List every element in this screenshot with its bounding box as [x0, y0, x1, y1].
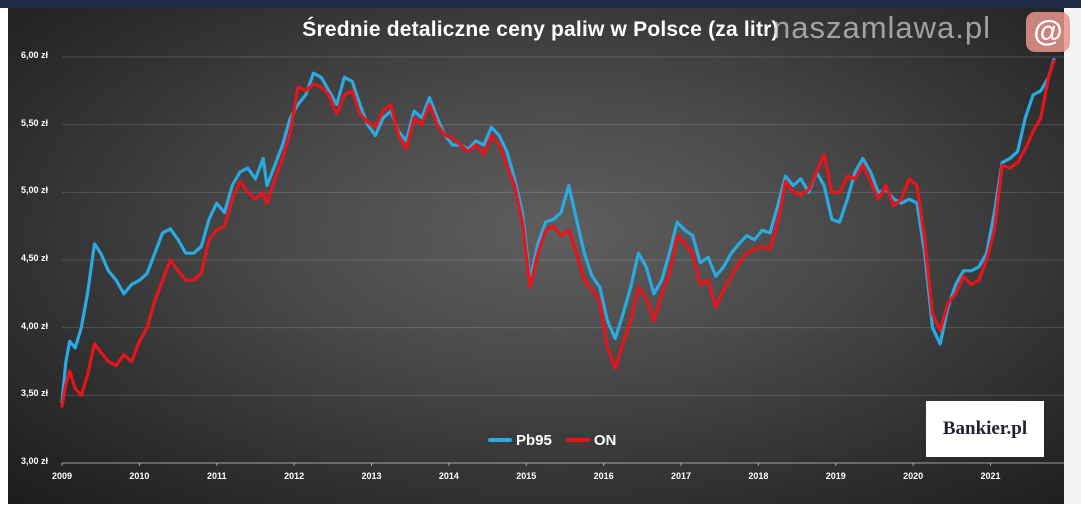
y-tick-label: 4,50 zł [21, 253, 49, 263]
y-tick-label: 4,00 zł [21, 320, 49, 331]
x-tick-label: 2009 [51, 471, 73, 481]
watermark-at-icon: @ [1026, 12, 1070, 52]
series-line-on [60, 59, 1056, 408]
chart-title: Średnie detaliczne ceny paliw w Polsce (… [302, 18, 779, 41]
x-tick-label: 2021 [980, 471, 1001, 481]
legend-swatch-pb95 [488, 438, 512, 442]
x-tick-label: 2010 [129, 471, 150, 481]
y-tick-label: 6,00 zł [21, 50, 49, 60]
legend-item-pb95: Pb95 [488, 432, 552, 449]
x-tick-label: 2015 [516, 471, 537, 481]
y-tick-label: 5,00 zł [21, 185, 49, 196]
x-tick-label: 2013 [361, 471, 382, 481]
y-tick-label: 3,50 zł [21, 388, 49, 399]
legend-item-on: ON [565, 431, 617, 449]
watermark-text: naszamlawa.pl [773, 10, 992, 45]
legend-label-on: ON [593, 431, 617, 449]
x-tick-label: 2014 [438, 471, 459, 481]
right-edge [1064, 8, 1081, 504]
x-tick-label: 2012 [284, 471, 305, 481]
legend-label-pb95: Pb95 [516, 431, 552, 449]
y-tick-label: 3,00 zł [21, 456, 49, 466]
bankier-logo: Bankier.pl [926, 401, 1044, 457]
x-tick-label: 2020 [903, 471, 924, 481]
x-tick-label: 2017 [670, 471, 691, 481]
x-tick-label: 2019 [825, 471, 846, 481]
y-tick-label: 5,50 zł [21, 117, 49, 128]
x-tick-label: 2011 [206, 471, 227, 481]
chart-legend: Pb95 ON [488, 430, 616, 450]
top-border [0, 0, 1081, 8]
x-tick-label: 2018 [748, 471, 769, 481]
legend-swatch-on [565, 438, 590, 442]
x-tick-label: 2016 [593, 471, 614, 481]
